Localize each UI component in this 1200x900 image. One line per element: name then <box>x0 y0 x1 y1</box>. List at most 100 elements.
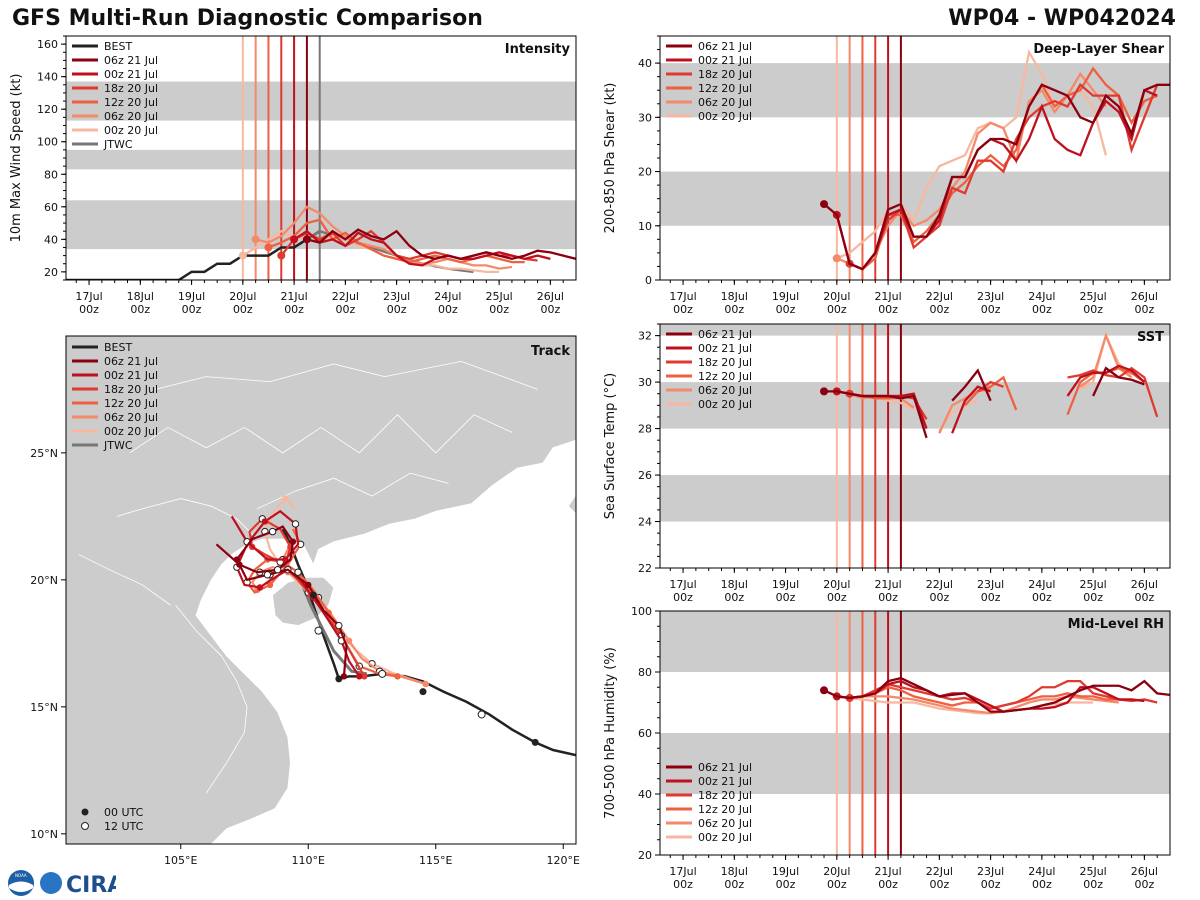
cira-logo-text: CIRA <box>66 873 116 898</box>
init-marker <box>277 251 286 260</box>
panel-label: SST <box>1137 330 1164 345</box>
x-tick-label-date: 17Jul <box>669 578 696 591</box>
axes-frame <box>659 323 1171 569</box>
x-tick-label-hour: 00z <box>878 303 898 316</box>
legend-label: 18z 20 Jul <box>698 789 752 802</box>
x-tick-label-date: 22Jul <box>926 290 953 303</box>
x-tick-label-date: 24Jul <box>1028 865 1055 878</box>
x-tick-label-date: 17Jul <box>669 865 696 878</box>
map-frame <box>65 335 577 845</box>
legend-label: JTWC <box>103 138 133 151</box>
x-tick-label-hour: 00z <box>1134 303 1154 316</box>
legend-label: BEST <box>104 40 132 53</box>
x-tick-label-date: 17Jul <box>75 290 102 303</box>
y-axis-label: Sea Surface Temp (°C) <box>603 373 618 520</box>
legend-label: 06z 20 Jul <box>698 96 752 109</box>
init-marker <box>832 254 841 263</box>
series-line-06z-20-jul <box>1079 332 1133 388</box>
x-tick-label-hour: 00z <box>827 591 847 604</box>
x-tick-label-hour: 00z <box>79 303 99 316</box>
border-line <box>175 604 248 794</box>
plot-area <box>660 324 1170 568</box>
x-tick-label-date: 24Jul <box>434 290 461 303</box>
x-tick-label-hour: 00z <box>981 303 1001 316</box>
series-line-00z-21-jul <box>835 88 1158 271</box>
panel-track: 105°E 110°E 115°E 120°E 10°N 15°N 20°N 25°N Trac… <box>30 335 580 867</box>
lon-tick-label: 105°E <box>164 854 197 867</box>
panel-label: Track <box>531 344 570 359</box>
y-tick-label: 140 <box>37 71 58 84</box>
series-line-06z-21-jul <box>951 368 992 402</box>
y-tick-label: 30 <box>638 111 652 124</box>
panel-label: Mid-Level RH <box>1068 617 1164 632</box>
x-tick-label-date: 26Jul <box>1131 865 1158 878</box>
x-tick-label-hour: 00z <box>724 591 744 604</box>
x-tick-label-hour: 00z <box>673 303 693 316</box>
legend-label: 00z 21 Jul <box>698 775 752 788</box>
x-tick-label-hour: 00z <box>929 591 949 604</box>
track-line-18z-20-jul <box>248 517 366 677</box>
x-tick-label-hour: 00z <box>1083 303 1103 316</box>
init-marker <box>238 251 247 260</box>
legend-label: BEST <box>104 341 132 354</box>
x-tick-label-hour: 00z <box>878 878 898 891</box>
legend-label: 06z 21 Jul <box>698 761 752 774</box>
x-tick-label-date: 20Jul <box>823 290 850 303</box>
legend-label: 06z 21 Jul <box>698 328 752 341</box>
border-line <box>129 414 513 454</box>
y-tick-label: 0 <box>645 274 652 287</box>
legend-marker-00utc <box>81 808 89 816</box>
x-tick-label-date: 21Jul <box>874 578 901 591</box>
series-line-06z-21-jul <box>823 676 1170 713</box>
x-tick-label-hour: 00z <box>827 878 847 891</box>
lon-tick-label: 120°E <box>547 854 580 867</box>
x-tick-label-hour: 00z <box>776 591 796 604</box>
legend-label: 06z 21 Jul <box>104 355 158 368</box>
plot-area <box>660 36 1170 280</box>
x-tick-label-date: 20Jul <box>229 290 256 303</box>
legend-label: JTWC <box>103 439 133 452</box>
series-line-06z-21-jul <box>1092 366 1145 397</box>
x-tick-label-hour: 00z <box>233 303 253 316</box>
init-marker <box>264 243 273 252</box>
x-tick-label-date: 24Jul <box>1028 290 1055 303</box>
track-point-00utc <box>361 673 368 680</box>
x-tick-label-date: 19Jul <box>772 865 799 878</box>
shade-band <box>66 81 576 121</box>
shade-band <box>660 611 1170 672</box>
lat-tick-label: 20°N <box>30 574 58 587</box>
track-point-12utc <box>263 571 272 579</box>
y-tick-label: 20 <box>638 166 652 179</box>
y-tick-label: 100 <box>631 605 652 618</box>
plot-area <box>66 36 576 280</box>
x-tick-label-date: 19Jul <box>772 578 799 591</box>
x-tick-label-hour: 00z <box>827 303 847 316</box>
y-tick-label: 60 <box>44 201 58 214</box>
main-title: GFS Multi-Run Diagnostic Comparison <box>12 6 483 31</box>
x-tick-label-hour: 00z <box>724 878 744 891</box>
legend-label: 00z 20 Jul <box>698 831 752 844</box>
track-point-00utc <box>266 581 274 589</box>
x-tick-label-hour: 00z <box>981 591 1001 604</box>
legend-label: 18z 20 Jul <box>104 383 158 396</box>
lat-tick-label: 25°N <box>30 447 58 460</box>
panel-label: Intensity <box>505 42 571 57</box>
x-tick-label-hour: 00z <box>1083 591 1103 604</box>
x-tick-label-hour: 00z <box>673 591 693 604</box>
x-tick-label-hour: 00z <box>776 878 796 891</box>
x-tick-label-hour: 00z <box>1134 878 1154 891</box>
legend-label: 00z 21 Jul <box>698 342 752 355</box>
lon-tick-label: 115°E <box>419 854 452 867</box>
legend-label: 00z 21 Jul <box>104 369 158 382</box>
series-line-12z-20-jul <box>849 66 1158 271</box>
x-tick-label-hour: 00z <box>724 303 744 316</box>
y-tick-label: 160 <box>37 38 58 51</box>
lon-tick-label: 110°E <box>292 854 325 867</box>
y-tick-label: 40 <box>638 788 652 801</box>
x-tick-label-date: 25Jul <box>1079 290 1106 303</box>
land-mass <box>567 452 576 515</box>
panel-label: Deep-Layer Shear <box>1033 42 1164 57</box>
x-tick-label-date: 26Jul <box>1131 578 1158 591</box>
init-marker <box>251 235 260 244</box>
track-point-00utc <box>340 673 348 680</box>
